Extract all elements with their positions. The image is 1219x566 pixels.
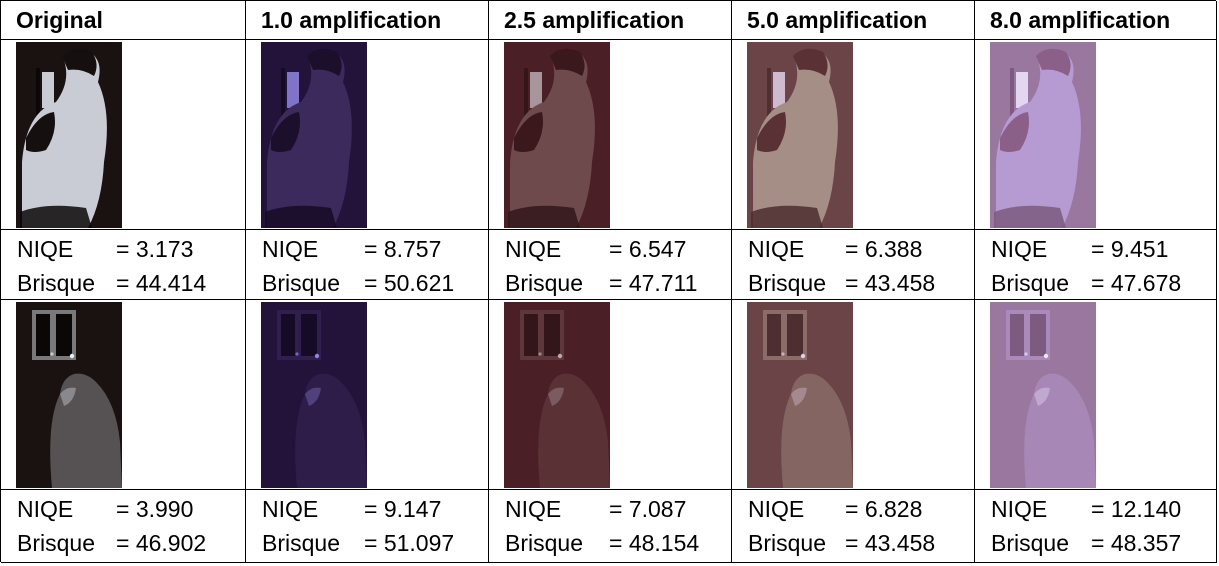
brisque-metric-label: Brisque: [991, 270, 1069, 296]
night-window-photo: [990, 302, 1096, 488]
brisque-metric-label: Brisque: [991, 530, 1069, 556]
metrics-cell: NIQE = 9.451 Brisque = 47.678: [975, 230, 1217, 300]
brisque-metric-label: Brisque: [748, 270, 826, 296]
metrics-cell: NIQE = 9.147 Brisque = 51.097: [246, 490, 489, 563]
brisque-metric-label: Brisque: [505, 530, 583, 556]
image-cell: [246, 300, 489, 490]
niqe-metric-label: NIQE: [991, 236, 1048, 262]
image-cell: [246, 40, 489, 230]
cat-photo: [990, 42, 1096, 228]
brisque-metric-value: = 48.357: [1091, 530, 1182, 556]
niqe-metric-label: NIQE: [748, 496, 805, 522]
brisque-metric-value: = 51.097: [364, 530, 455, 556]
image-cell: [732, 40, 975, 230]
metrics-cell: NIQE = 3.990 Brisque = 46.902: [1, 490, 246, 563]
niqe-metric-value: = 3.173: [116, 236, 194, 262]
image-cell: [489, 300, 732, 490]
niqe-metric-value: = 12.140: [1091, 496, 1182, 522]
brisque-metric-value: = 46.902: [116, 530, 207, 556]
image-cell: [1, 300, 246, 490]
niqe-metric-value: = 9.147: [364, 496, 442, 522]
brisque-metric-label: Brisque: [17, 530, 95, 556]
column-header: 5.0 amplification: [732, 1, 975, 40]
metrics-cell: NIQE = 7.087 Brisque = 48.154: [489, 490, 732, 563]
image-cell: [489, 40, 732, 230]
niqe-metric-label: NIQE: [748, 236, 805, 262]
brisque-metric-value: = 48.154: [609, 530, 700, 556]
brisque-metric-label: Brisque: [505, 270, 583, 296]
column-header: 1.0 amplification: [246, 1, 489, 40]
niqe-metric-value: = 6.388: [845, 236, 923, 262]
column-header: 8.0 amplification: [975, 1, 1217, 40]
night-window-photo: [16, 302, 122, 488]
image-cell: [732, 300, 975, 490]
metrics-cell: NIQE = 3.173 Brisque = 44.414: [1, 230, 246, 300]
niqe-metric-label: NIQE: [505, 496, 562, 522]
cat-photo: [261, 42, 367, 228]
brisque-metric-value: = 50.621: [364, 270, 455, 296]
brisque-metric-value: = 43.458: [845, 530, 936, 556]
niqe-metric-value: = 7.087: [609, 496, 687, 522]
image-cell: [975, 300, 1217, 490]
niqe-metric-label: NIQE: [505, 236, 562, 262]
cat-photo: [16, 42, 122, 228]
niqe-metric-value: = 8.757: [364, 236, 442, 262]
cat-photo: [747, 42, 853, 228]
column-header: 2.5 amplification: [489, 1, 732, 40]
niqe-metric-value: = 6.828: [845, 496, 923, 522]
metrics-cell: NIQE = 6.547 Brisque = 47.711: [489, 230, 732, 300]
metrics-cell: NIQE = 6.828 Brisque = 43.458: [732, 490, 975, 563]
night-window-photo: [261, 302, 367, 488]
night-window-photo: [747, 302, 853, 488]
brisque-metric-label: Brisque: [748, 530, 826, 556]
image-cell: [975, 40, 1217, 230]
niqe-metric-value: = 3.990: [116, 496, 194, 522]
niqe-metric-value: = 9.451: [1091, 236, 1169, 262]
niqe-metric-label: NIQE: [262, 236, 319, 262]
brisque-metric-value: = 47.711: [609, 270, 698, 296]
metrics-cell: NIQE = 12.140 Brisque = 48.357: [975, 490, 1217, 563]
cat-photo: [504, 42, 610, 228]
night-window-photo: [504, 302, 610, 488]
brisque-metric-label: Brisque: [262, 270, 340, 296]
niqe-metric-label: NIQE: [17, 496, 74, 522]
column-header: Original: [1, 1, 246, 40]
brisque-metric-value: = 44.414: [116, 270, 207, 296]
image-cell: [1, 40, 246, 230]
niqe-metric-label: NIQE: [262, 496, 319, 522]
brisque-metric-label: Brisque: [17, 270, 95, 296]
niqe-metric-value: = 6.547: [609, 236, 687, 262]
metrics-cell: NIQE = 6.388 Brisque = 43.458: [732, 230, 975, 300]
brisque-metric-value: = 47.678: [1091, 270, 1182, 296]
brisque-metric-value: = 43.458: [845, 270, 936, 296]
niqe-metric-label: NIQE: [991, 496, 1048, 522]
brisque-metric-label: Brisque: [262, 530, 340, 556]
metrics-cell: NIQE = 8.757 Brisque = 50.621: [246, 230, 489, 300]
niqe-metric-label: NIQE: [17, 236, 74, 262]
